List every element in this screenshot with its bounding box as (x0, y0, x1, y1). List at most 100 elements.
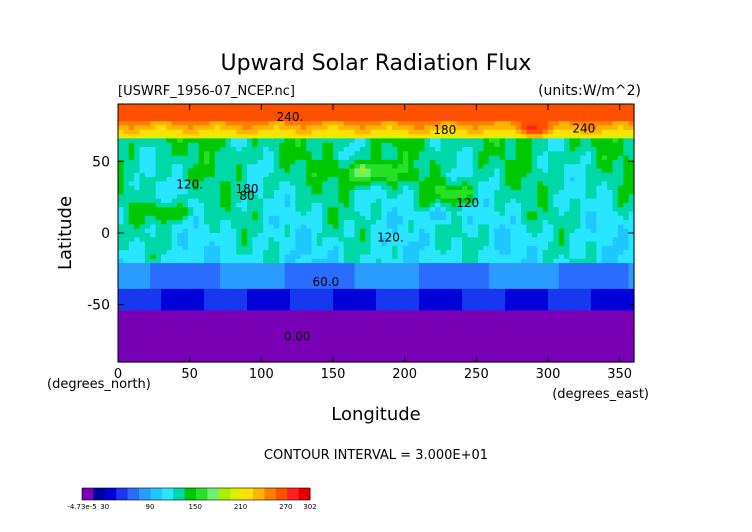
field-cell (241, 310, 248, 316)
field-cell (241, 134, 248, 139)
field-cell (607, 211, 614, 217)
field-cell (607, 172, 614, 178)
field-cell (370, 164, 377, 170)
field-cell (413, 245, 420, 251)
field-cell (155, 271, 162, 277)
field-cell (263, 254, 270, 260)
field-cell (451, 319, 458, 324)
field-cell (295, 284, 302, 290)
field-cell (542, 237, 549, 243)
field-cell (542, 116, 549, 122)
field-cell (279, 215, 286, 221)
field-cell (230, 155, 237, 161)
field-cell (273, 297, 280, 303)
field-cell (531, 250, 538, 256)
field-cell (478, 301, 485, 307)
field-cell (580, 177, 587, 182)
field-cell (386, 151, 393, 157)
field-cell (408, 237, 415, 243)
field-cell (392, 207, 399, 213)
field-cell (118, 112, 124, 118)
field-cell (494, 228, 501, 234)
field-cell (451, 177, 458, 182)
field-cell (526, 121, 533, 127)
field-cell (435, 168, 442, 174)
field-cell (488, 151, 495, 157)
field-cell (284, 228, 291, 234)
field-cell (531, 159, 538, 165)
field-cell (193, 181, 200, 187)
field-cell (214, 271, 221, 277)
field-cell (214, 190, 221, 195)
field-cell (273, 185, 280, 191)
field-cell (187, 142, 194, 148)
field-cell (505, 164, 511, 170)
field-cell (376, 323, 382, 329)
field-cell (607, 177, 614, 182)
field-cell (467, 250, 474, 256)
field-cell (585, 284, 592, 290)
field-cell (155, 185, 162, 191)
field-cell (349, 164, 356, 170)
field-cell (204, 198, 210, 204)
field-cell (177, 168, 184, 174)
field-cell (542, 323, 549, 329)
field-cell (542, 250, 549, 256)
field-cell (257, 177, 264, 182)
field-cell (144, 129, 151, 135)
field-cell (607, 306, 614, 311)
field-cell (354, 228, 361, 234)
field-cell (134, 164, 141, 170)
field-cell (542, 276, 549, 281)
field-cell (279, 228, 286, 234)
field-cell (257, 142, 264, 148)
field-cell (166, 245, 173, 251)
field-cell (537, 297, 544, 303)
field-cell (445, 134, 452, 139)
field-cell (220, 125, 227, 131)
field-cell (392, 310, 399, 316)
field-cell (601, 314, 608, 320)
field-cell (510, 151, 517, 157)
field-cell (295, 151, 302, 157)
field-cell (440, 190, 447, 195)
field-cell (273, 104, 280, 109)
field-cell (397, 194, 404, 200)
field-cell (273, 116, 280, 122)
field-cell (236, 306, 243, 311)
field-cell (499, 159, 506, 165)
field-cell (402, 177, 409, 182)
field-cell (483, 172, 490, 178)
field-cell (515, 147, 522, 152)
field-cell (263, 284, 270, 290)
field-cell (553, 293, 560, 299)
field-cell (193, 276, 200, 281)
field-cell (316, 276, 323, 281)
field-cell (354, 297, 361, 303)
field-cell (306, 168, 313, 174)
field-cell (521, 177, 528, 182)
field-cell (499, 185, 506, 191)
field-cell (445, 258, 452, 264)
field-cell (290, 198, 296, 204)
field-cell (311, 241, 318, 247)
field-cell (290, 147, 296, 152)
field-cell (548, 314, 554, 320)
field-cell (128, 121, 135, 127)
field-cell (451, 181, 458, 187)
field-cell (128, 280, 135, 286)
field-cell (515, 276, 522, 281)
field-cell (316, 185, 323, 191)
field-cell (462, 245, 468, 251)
field-cell (386, 220, 393, 225)
field-cell (118, 116, 124, 122)
field-cell (327, 245, 334, 251)
field-cell (413, 121, 420, 127)
field-cell (451, 323, 458, 329)
field-cell (230, 254, 237, 260)
field-cell (483, 168, 490, 174)
field-cell (564, 319, 571, 324)
field-cell (386, 319, 393, 324)
field-cell (155, 211, 162, 217)
field-cell (257, 215, 264, 221)
